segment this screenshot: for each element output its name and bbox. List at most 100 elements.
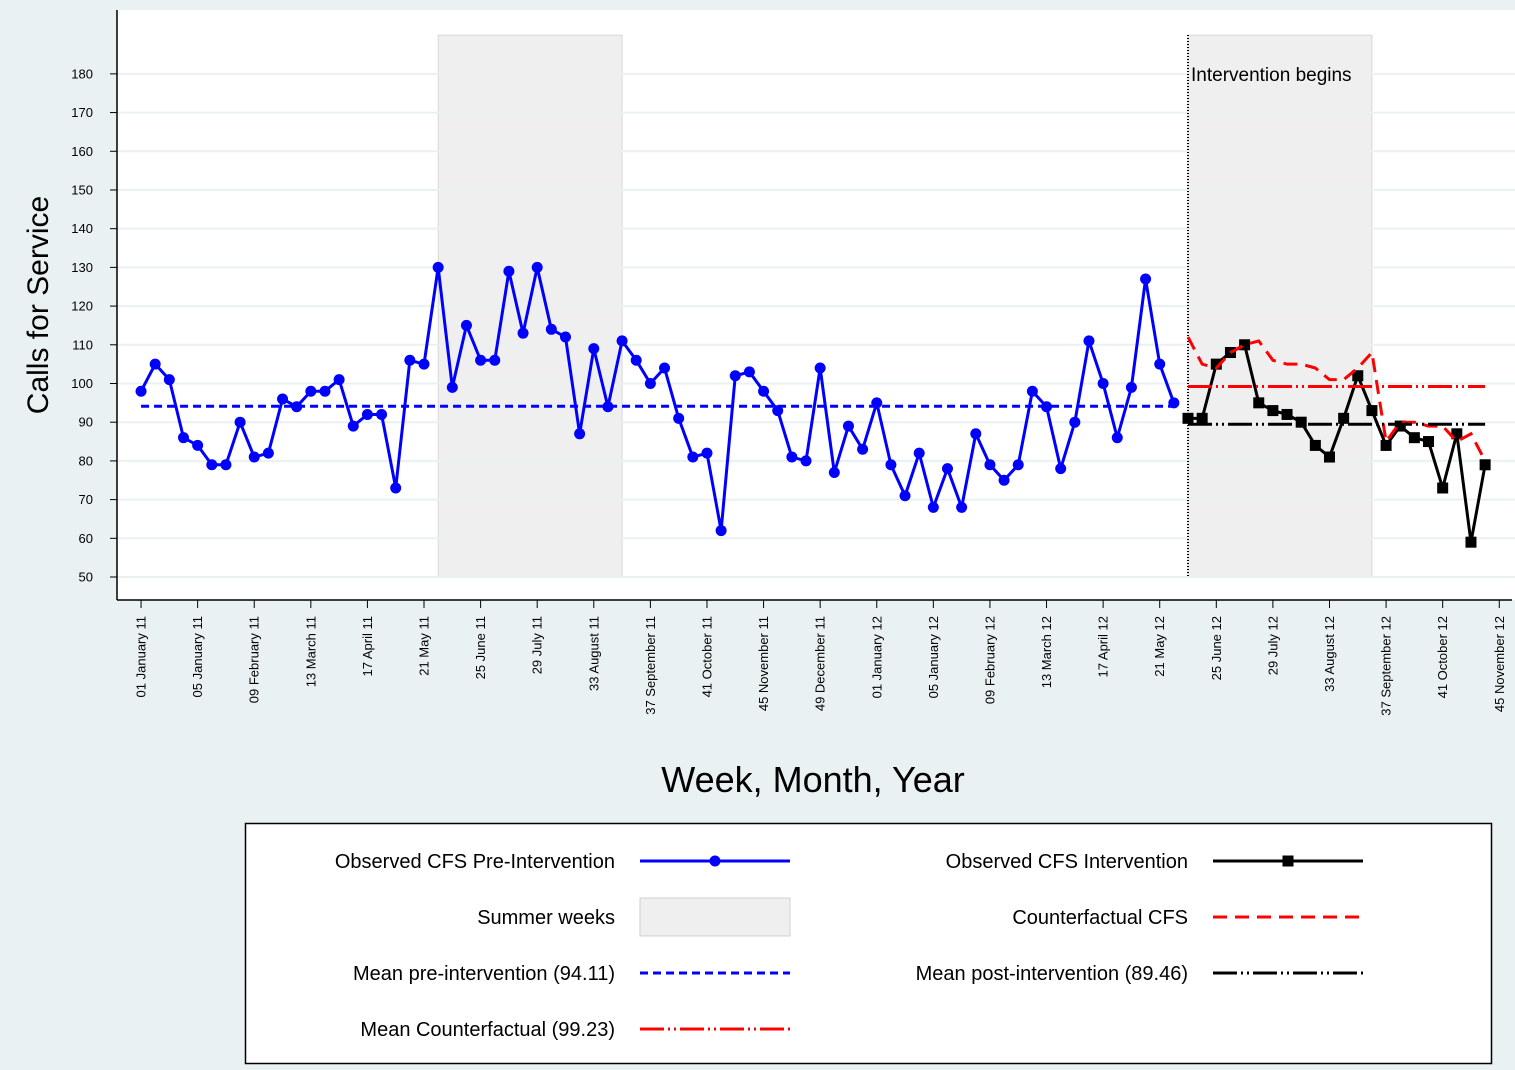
legend-label: Mean post-intervention (89.46) — [916, 963, 1188, 985]
x-tick-label: 41 October 11 — [699, 616, 714, 697]
point — [1281, 408, 1293, 420]
x-tick-label: 25 June 12 — [1209, 616, 1224, 680]
point — [1451, 428, 1463, 440]
point — [673, 412, 685, 424]
y-axis-label: Calls for Service — [22, 196, 55, 414]
point — [305, 385, 317, 397]
point — [1196, 412, 1208, 424]
point — [1140, 273, 1152, 285]
point — [644, 377, 656, 389]
x-tick-label: 25 June 11 — [473, 616, 488, 679]
point — [1210, 358, 1222, 370]
point — [701, 447, 713, 459]
point — [1295, 416, 1307, 428]
y-tick-label: 80 — [79, 453, 93, 468]
legend-swatch — [639, 897, 791, 937]
point — [503, 265, 515, 277]
point — [1182, 412, 1194, 424]
x-tick-label: 13 March 11 — [303, 616, 318, 687]
y-tick-label: 100 — [71, 376, 93, 391]
point — [1012, 459, 1024, 471]
point — [1041, 401, 1053, 413]
point — [460, 319, 472, 331]
point — [857, 443, 869, 455]
point — [291, 401, 303, 413]
point — [659, 362, 671, 374]
y-tick-label: 170 — [71, 105, 93, 120]
point — [709, 855, 721, 867]
point — [772, 405, 784, 417]
point — [1309, 439, 1321, 451]
point — [475, 354, 487, 366]
point — [885, 459, 897, 471]
x-tick-label: 05 January 11 — [190, 616, 205, 697]
point — [517, 327, 529, 339]
point — [361, 408, 373, 420]
y-tick-label: 130 — [71, 260, 93, 275]
point — [1154, 358, 1166, 370]
point — [192, 439, 204, 451]
y-tick-label: 110 — [72, 337, 93, 352]
y-tick-label: 60 — [79, 531, 93, 546]
point — [234, 416, 246, 428]
point — [1423, 436, 1435, 448]
point — [319, 385, 331, 397]
y-tick-label: 50 — [79, 570, 93, 585]
point — [998, 474, 1010, 486]
point — [347, 420, 359, 432]
point — [616, 335, 628, 347]
x-tick-label: 01 January 12 — [869, 616, 884, 698]
x-axis-label: Week, Month, Year — [661, 759, 965, 800]
point — [1394, 420, 1406, 432]
legend-label: Counterfactual CFS — [1012, 907, 1188, 929]
x-tick-label: 09 February 12 — [982, 616, 997, 704]
point — [786, 451, 798, 463]
point — [177, 432, 189, 444]
point — [574, 428, 586, 440]
point — [913, 447, 925, 459]
x-tick-label: 45 November 12 — [1492, 616, 1507, 712]
point — [1267, 405, 1279, 417]
y-tick-label: 180 — [71, 66, 93, 81]
x-tick-label: 09 February 11 — [247, 616, 262, 703]
point — [1069, 416, 1081, 428]
point — [1479, 459, 1491, 471]
x-tick-label: 05 January 12 — [926, 616, 941, 698]
point — [715, 525, 727, 537]
point — [842, 420, 854, 432]
point — [404, 354, 416, 366]
x-tick-label: 29 July 12 — [1265, 616, 1280, 675]
point — [135, 385, 147, 397]
legend-label: Mean pre-intervention (94.11) — [353, 963, 615, 985]
point — [1366, 405, 1378, 417]
point — [729, 370, 741, 382]
x-tick-label: 17 April 11 — [360, 616, 375, 676]
x-tick-label: 17 April 12 — [1096, 616, 1111, 677]
point — [1097, 377, 1109, 389]
point — [1408, 432, 1420, 444]
point — [1111, 432, 1123, 444]
y-tick-label: 140 — [71, 221, 93, 236]
point — [489, 354, 501, 366]
series-line — [1186, 336, 1487, 462]
y-tick-label: 70 — [79, 492, 93, 507]
legend-label: Observed CFS Intervention — [946, 851, 1188, 873]
x-tick-label: 01 January 11 — [134, 616, 149, 697]
point — [1239, 339, 1251, 351]
x-tick-label: 33 August 11 — [586, 616, 601, 691]
point — [1026, 385, 1038, 397]
point — [376, 408, 388, 420]
point — [446, 381, 458, 393]
y-tick-label: 150 — [71, 182, 93, 197]
point — [1125, 381, 1137, 393]
point — [206, 459, 218, 471]
point — [927, 501, 939, 513]
point — [588, 343, 600, 355]
point — [1380, 439, 1392, 451]
point — [559, 331, 571, 343]
legend-label: Observed CFS Pre-Intervention — [335, 851, 615, 873]
annotation: Intervention begins — [1191, 65, 1352, 86]
legend-label: Mean Counterfactual (99.23) — [360, 1019, 615, 1041]
point — [1253, 397, 1265, 409]
